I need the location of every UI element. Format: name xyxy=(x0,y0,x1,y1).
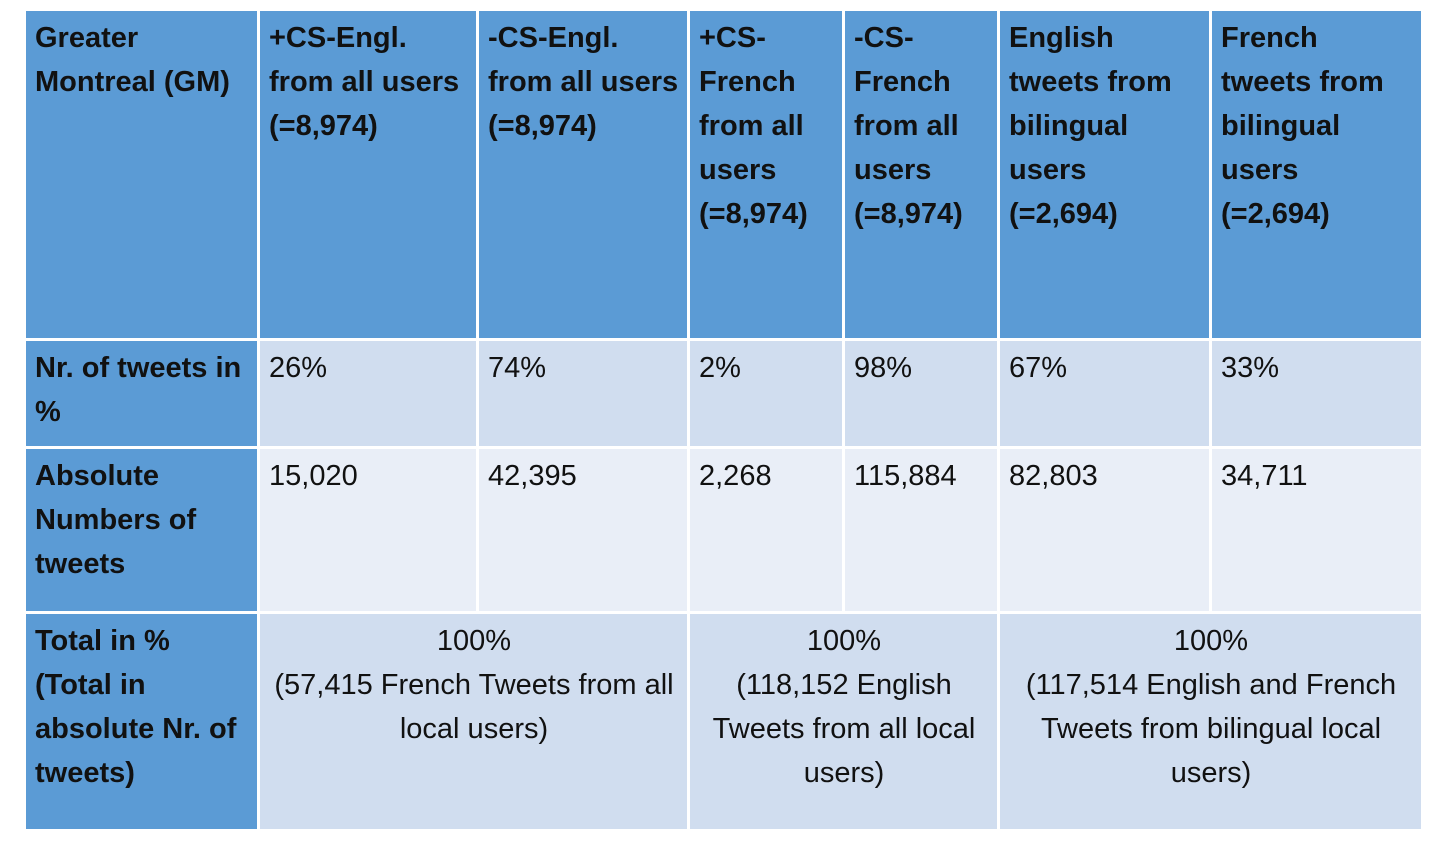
table-cell: 33% xyxy=(1209,338,1424,449)
table-cell: 15,020 xyxy=(257,446,479,614)
table-cell: 115,884 xyxy=(842,446,1000,614)
table-cell: 2,268 xyxy=(687,446,845,614)
table-cell: 67% xyxy=(997,338,1212,449)
header-cell-cs-french-plus: +CS-French from all users (=8,974) xyxy=(687,8,845,341)
header-row: Greater Montreal (GM) +CS-Engl. from all… xyxy=(23,8,1424,341)
total-percent: 100% xyxy=(806,625,882,657)
header-cell-cs-french-minus: -CS-French from all users (=8,974) xyxy=(842,8,1000,341)
row-label-absolute: Absolute Numbers of tweets xyxy=(23,446,260,614)
total-percent: 100% xyxy=(436,625,512,657)
total-detail: (117,514 English and French Tweets from … xyxy=(1025,669,1397,789)
header-cell-cs-engl-minus: -CS-Engl. from all users (=8,974) xyxy=(476,8,690,341)
table-row-percent: Nr. of tweets in % 26% 74% 2% 98% 67% 33… xyxy=(23,338,1424,449)
header-cell-cs-engl-plus: +CS-Engl. from all users (=8,974) xyxy=(257,8,479,341)
row-label-percent: Nr. of tweets in % xyxy=(23,338,260,449)
total-group-french: 100% (57,415 French Tweets from all loca… xyxy=(257,611,690,832)
table-cell: 26% xyxy=(257,338,479,449)
total-group-english: 100% (118,152 English Tweets from all lo… xyxy=(687,611,1000,832)
data-table: Greater Montreal (GM) +CS-Engl. from all… xyxy=(23,8,1424,832)
table-cell: 98% xyxy=(842,338,1000,449)
table-row-total: Total in % (Total in absolute Nr. of twe… xyxy=(23,611,1424,832)
table-cell: 34,711 xyxy=(1209,446,1424,614)
header-cell-region: Greater Montreal (GM) xyxy=(23,8,260,341)
header-cell-french-bilingual: French tweets from bilingual users (=2,6… xyxy=(1209,8,1424,341)
row-label-total: Total in % (Total in absolute Nr. of twe… xyxy=(23,611,260,832)
total-group-bilingual: 100% (117,514 English and French Tweets … xyxy=(997,611,1424,832)
header-cell-english-bilingual: English tweets from bilingual users (=2,… xyxy=(997,8,1212,341)
table-cell: 82,803 xyxy=(997,446,1212,614)
table-cell: 42,395 xyxy=(476,446,690,614)
total-percent: 100% xyxy=(1173,625,1249,657)
table-row-absolute: Absolute Numbers of tweets 15,020 42,395… xyxy=(23,446,1424,614)
total-detail: (57,415 French Tweets from all local use… xyxy=(274,669,674,745)
table-cell: 74% xyxy=(476,338,690,449)
table-cell: 2% xyxy=(687,338,845,449)
total-detail: (118,152 English Tweets from all local u… xyxy=(712,669,976,789)
